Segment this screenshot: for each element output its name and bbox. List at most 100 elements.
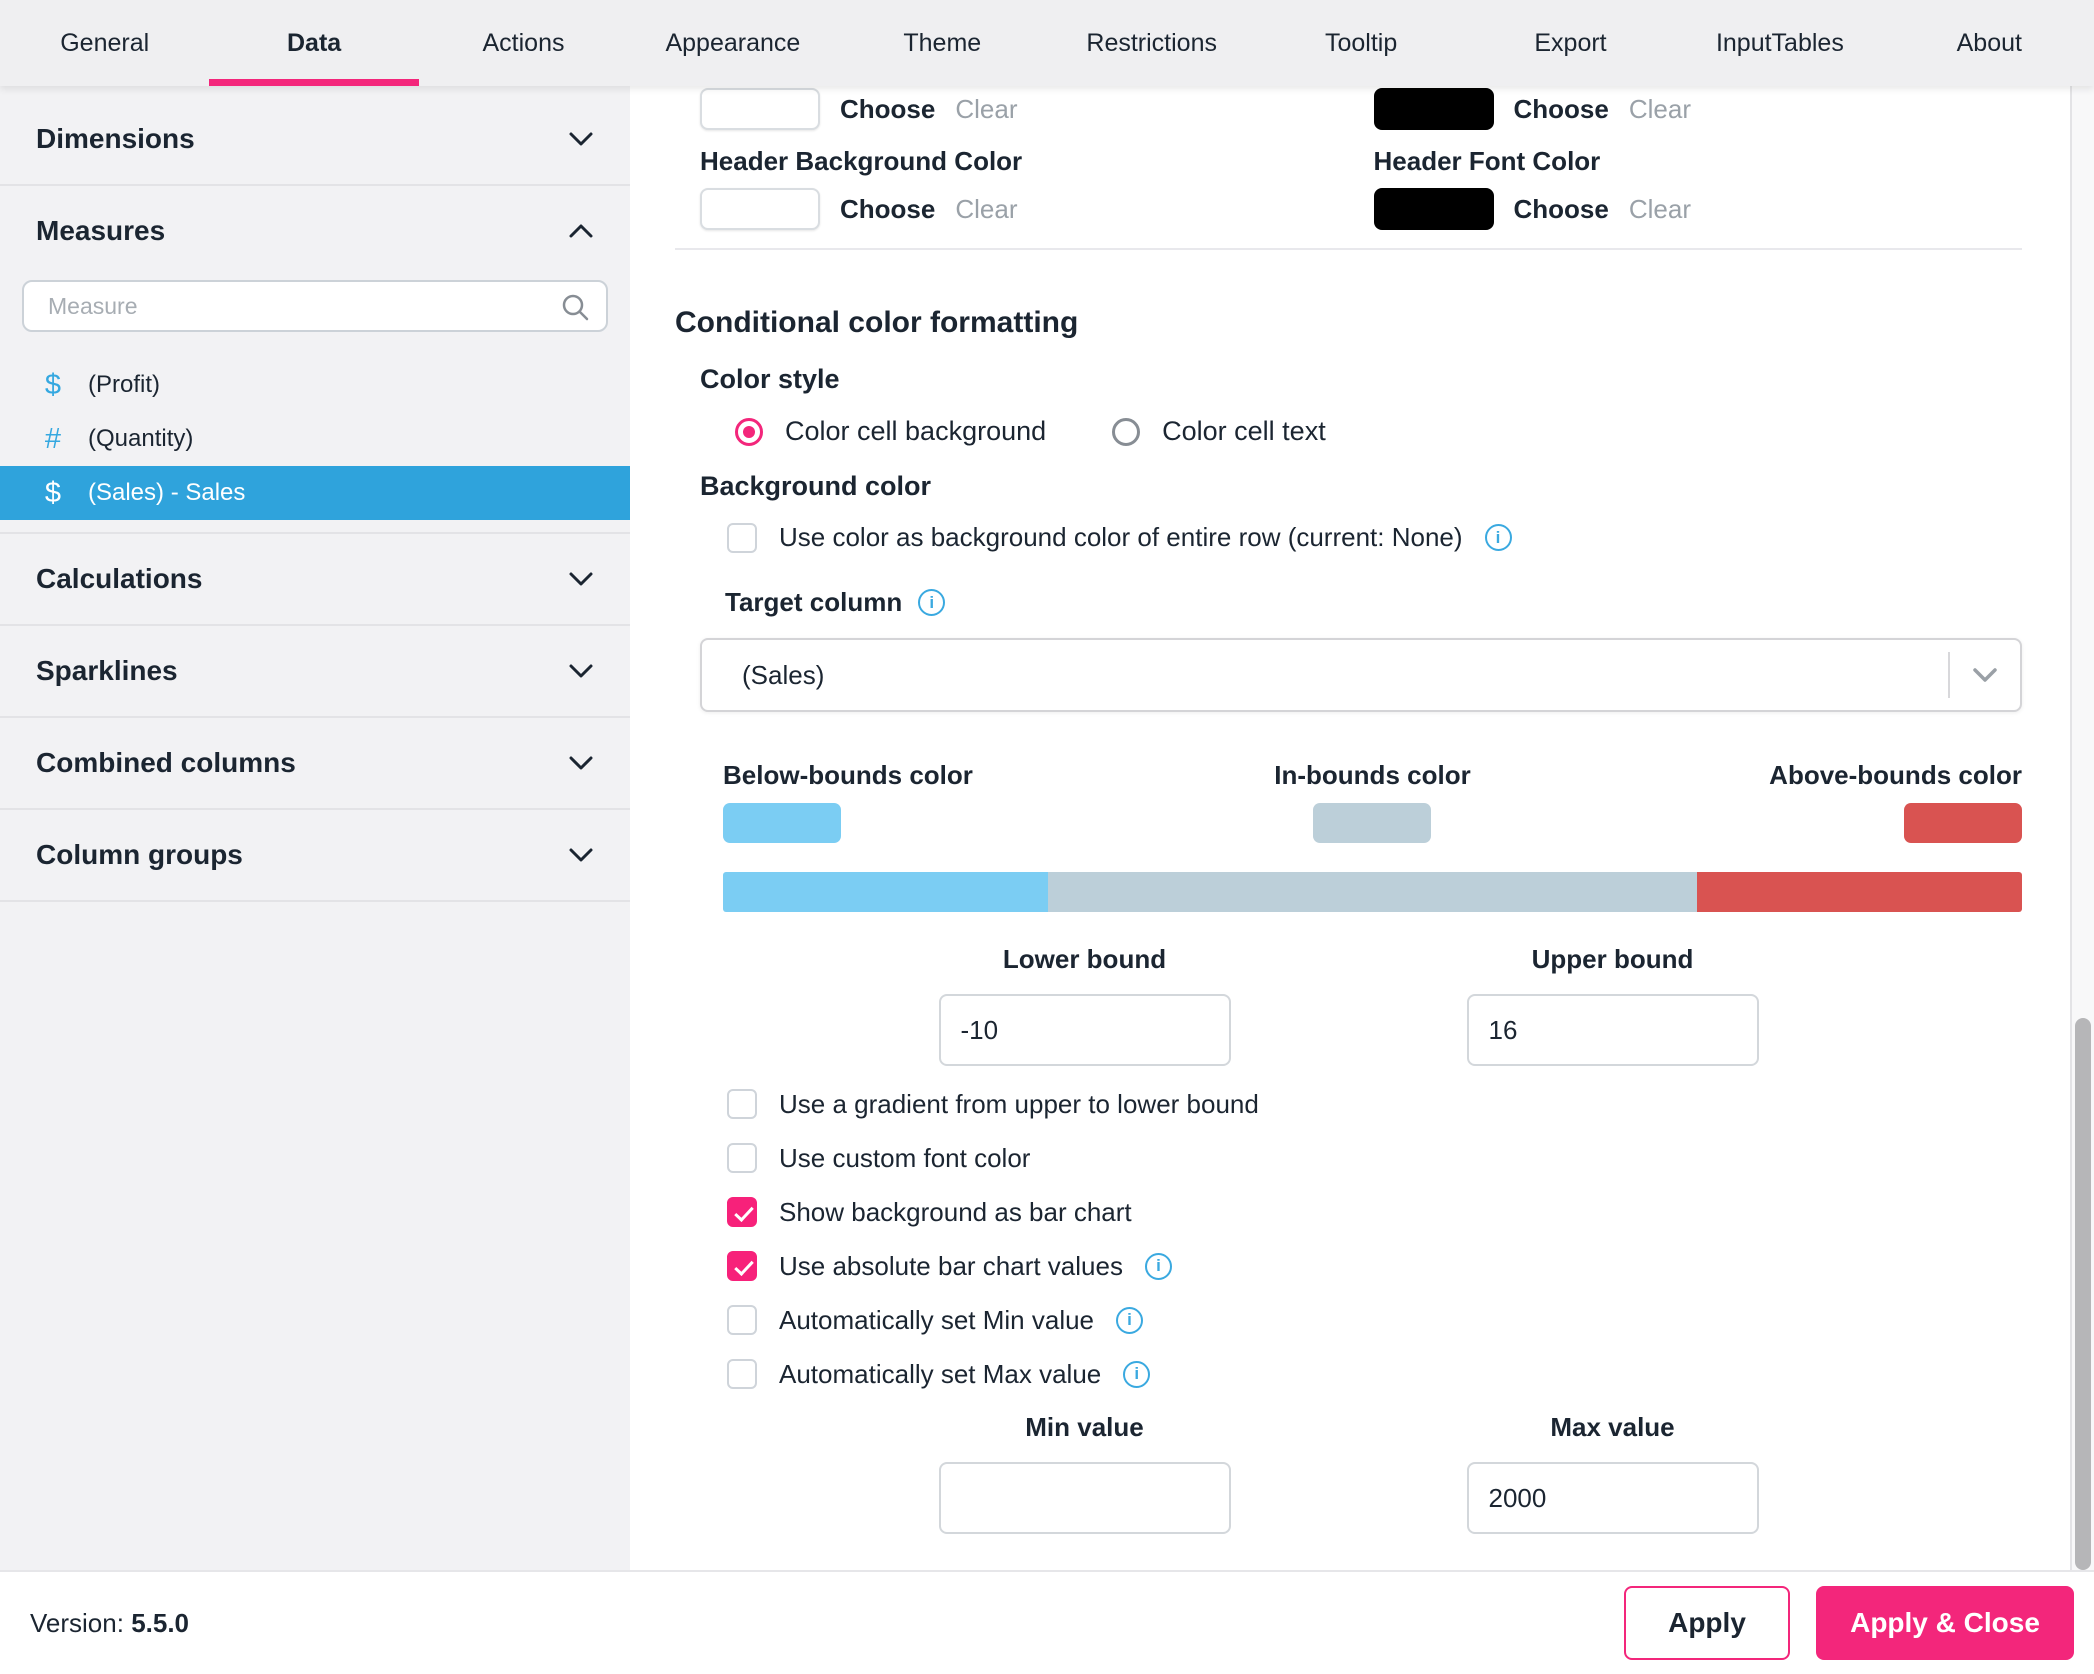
version-label: Version: [30, 1607, 124, 1638]
color-swatch[interactable] [1373, 88, 1494, 130]
measures-label: Measures [36, 215, 166, 246]
sidebar-section-sparklines[interactable]: Sparklines [0, 626, 630, 716]
choose-button[interactable]: Choose [1513, 193, 1609, 224]
info-icon[interactable] [1484, 524, 1512, 551]
info-icon[interactable] [1123, 1360, 1151, 1388]
tab-appearance[interactable]: Appearance [665, 28, 801, 57]
color-swatch[interactable] [700, 88, 820, 130]
bounds-colors: Below-bounds color In-bounds color Above… [723, 760, 2022, 843]
color-style-label: Color style [700, 364, 840, 394]
above-bounds-color-label: Above-bounds color [1769, 760, 2022, 790]
choose-button[interactable]: Choose [840, 93, 936, 124]
in-bounds-swatch[interactable] [1313, 803, 1432, 843]
info-icon[interactable] [1144, 1252, 1172, 1280]
radio-color-cell-background[interactable]: Color cell background [735, 416, 1046, 447]
tab-export[interactable]: Export [1534, 28, 1607, 57]
checkbox-auto-max-value[interactable]: Automatically set Max value [727, 1358, 2022, 1390]
checkbox-use-gradient[interactable]: Use a gradient from upper to lower bound [727, 1088, 2022, 1120]
upper-bound-label: Upper bound [1531, 944, 1694, 974]
checkbox-entire-row-color[interactable]: Use color as background color of entire … [727, 522, 2022, 553]
choose-button[interactable]: Choose [1513, 93, 1609, 124]
max-value-label: Max value [1550, 1412, 1675, 1442]
chevron-down-icon [568, 847, 594, 863]
below-bounds-swatch[interactable] [723, 803, 841, 843]
measure-item-profit[interactable]: (Profit) [0, 358, 630, 412]
sidebar-section-measures[interactable]: Measures [0, 186, 630, 276]
sidebar: Dimensions Measures (Profit) [0, 86, 630, 1570]
choose-button[interactable]: Choose [840, 193, 936, 224]
target-column-label: Target column [725, 587, 2022, 618]
checkbox-absolute-bar-values[interactable]: Use absolute bar chart values [727, 1250, 2022, 1282]
sidebar-section-calculations[interactable]: Calculations [0, 534, 630, 624]
tab-tooltip[interactable]: Tooltip [1324, 28, 1398, 57]
sidebar-section-combined-columns[interactable]: Combined columns [0, 718, 630, 808]
bounds-preview-bar [723, 872, 2022, 912]
tab-actions[interactable]: Actions [482, 28, 565, 57]
chevron-down-icon [568, 571, 594, 587]
header-color-pickers: Choose Clear Header Background Color Cho… [675, 88, 2022, 230]
checkbox-label: Automatically set Min value [779, 1304, 1095, 1335]
above-bounds-swatch[interactable] [1903, 803, 2022, 843]
checkbox-label: Use absolute bar chart values [779, 1250, 1123, 1281]
background-color-label: Background color [700, 471, 932, 501]
clear-button[interactable]: Clear [955, 93, 1018, 124]
dollar-icon [36, 477, 70, 510]
measure-item-sales[interactable]: (Sales) - Sales [0, 466, 630, 520]
checkbox-label: Show background as bar chart [779, 1196, 1132, 1227]
checkbox-auto-min-value[interactable]: Automatically set Min value [727, 1304, 2022, 1336]
checkbox-icon [727, 1197, 757, 1227]
clear-button[interactable]: Clear [1628, 193, 1691, 224]
header-font-color-label: Header Font Color [1373, 146, 1601, 176]
tab-data[interactable]: Data [209, 0, 420, 86]
scrollbar-thumb[interactable] [2075, 1018, 2091, 1570]
checkbox-icon [727, 1359, 757, 1389]
upper-bound-input[interactable] [1466, 994, 1759, 1066]
measure-item-label: (Profit) [88, 371, 160, 398]
clear-button[interactable]: Clear [955, 193, 1018, 224]
color-style-radio-group: Color cell background Color cell text [735, 416, 2022, 447]
checkbox-label: Use custom font color [779, 1142, 1031, 1173]
info-icon[interactable] [918, 589, 946, 616]
scrollbar-track[interactable] [2070, 86, 2094, 1570]
above-bounds-segment [1697, 872, 2022, 912]
checkbox-label: Automatically set Max value [779, 1358, 1102, 1389]
tab-general[interactable]: General [60, 28, 150, 57]
checkbox-show-bar-chart[interactable]: Show background as bar chart [727, 1196, 2022, 1228]
measure-search-input[interactable] [22, 280, 608, 332]
max-value-input[interactable] [1466, 1462, 1759, 1534]
chevron-down-icon [1948, 652, 2020, 698]
tab-about[interactable]: About [1956, 28, 2022, 57]
sidebar-section-dimensions[interactable]: Dimensions [0, 94, 630, 184]
checkbox-icon [727, 1305, 757, 1335]
apply-button[interactable]: Apply [1624, 1586, 1790, 1660]
radio-color-cell-text[interactable]: Color cell text [1112, 416, 1326, 447]
header-background-color-swatch[interactable] [700, 188, 820, 230]
target-column-select[interactable]: (Sales) [700, 638, 2022, 712]
below-bounds-segment [723, 872, 1048, 912]
measure-item-label: (Quantity) [88, 425, 194, 452]
tab-restrictions[interactable]: Restrictions [1086, 28, 1217, 57]
radio-icon [1112, 417, 1141, 446]
sidebar-section-column-groups[interactable]: Column groups [0, 810, 630, 900]
below-bounds-color-label: Below-bounds color [723, 760, 973, 790]
apply-close-button[interactable]: Apply & Close [1816, 1586, 2074, 1660]
clear-button[interactable]: Clear [1628, 93, 1691, 124]
info-icon[interactable] [1116, 1306, 1144, 1334]
tab-theme[interactable]: Theme [903, 28, 982, 57]
target-column-label-text: Target column [725, 587, 903, 617]
checkbox-custom-font-color[interactable]: Use custom font color [727, 1142, 2022, 1174]
combined-columns-label: Combined columns [36, 747, 296, 778]
lower-bound-label: Lower bound [1002, 944, 1167, 974]
lower-bound-input[interactable] [938, 994, 1231, 1066]
conditional-color-formatting-title: Conditional color formatting [675, 306, 1079, 339]
measure-item-quantity[interactable]: (Quantity) [0, 412, 630, 466]
min-value-input[interactable] [938, 1462, 1231, 1534]
checkbox-icon [727, 1143, 757, 1173]
dollar-icon [36, 369, 70, 402]
sparklines-label: Sparklines [36, 655, 178, 686]
version-number: 5.5.0 [131, 1607, 190, 1638]
measure-item-label: (Sales) - Sales [88, 479, 246, 506]
header-font-color-swatch[interactable] [1373, 188, 1494, 230]
header-background-color-label: Header Background Color [700, 146, 1023, 176]
tab-inputtables[interactable]: InputTables [1715, 28, 1844, 57]
